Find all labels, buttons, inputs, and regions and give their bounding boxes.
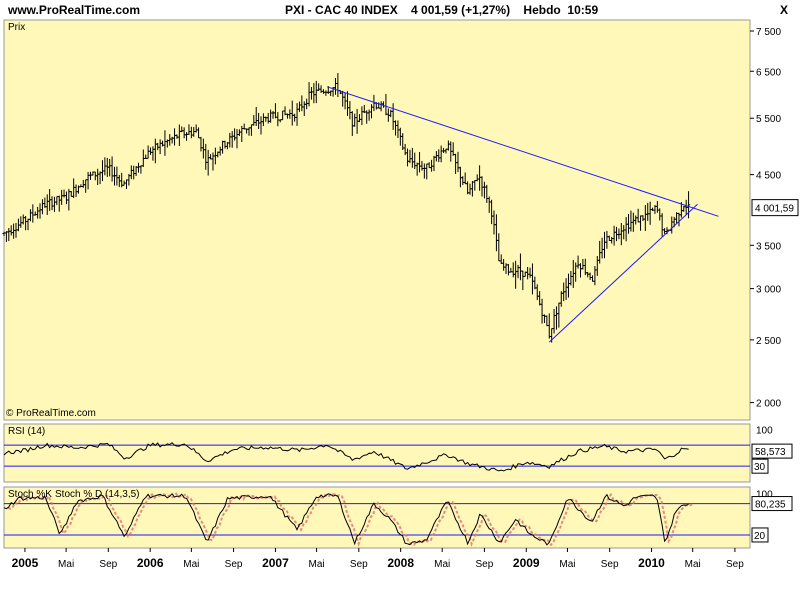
price-tick-label: 4 500 xyxy=(756,171,781,182)
last-price-box xyxy=(751,199,799,217)
close-icon[interactable]: X xyxy=(780,3,789,17)
rsi-band-label: 30 xyxy=(754,462,766,473)
resistance-trendline xyxy=(327,86,719,217)
x-axis-label: Sep xyxy=(99,559,117,570)
price-tick-label: 5 500 xyxy=(756,114,781,125)
rsi-tick-label: 100 xyxy=(756,425,773,436)
stoch-value-label: 80,235 xyxy=(755,500,786,511)
stoch-tick-label: 100 xyxy=(756,489,773,500)
stoch-value-box xyxy=(751,496,793,512)
watermark-text: © ProRealTime.com xyxy=(6,408,96,419)
x-axis-label: 2005 xyxy=(12,556,39,570)
x-axis-label: 2010 xyxy=(638,556,665,570)
x-axis-label: Sep xyxy=(350,559,368,570)
rsi-panel xyxy=(3,423,751,483)
price-tick-label: 7 500 xyxy=(756,27,781,38)
x-axis-label: Mai xyxy=(309,559,325,570)
x-axis-label: Mai xyxy=(685,559,701,570)
rsi-value-label: 58,573 xyxy=(755,447,786,458)
x-axis-label: Sep xyxy=(726,559,744,570)
x-axis-label: Sep xyxy=(476,559,494,570)
x-axis-label: Mai xyxy=(58,559,74,570)
price-tick-label: 6 500 xyxy=(756,67,781,78)
price-panel-label: Prix xyxy=(8,22,25,33)
rsi-line xyxy=(3,442,689,472)
rsi-band-box xyxy=(751,458,769,474)
stoch-band-label: 20 xyxy=(754,531,766,542)
x-axis-label: Mai xyxy=(559,559,575,570)
x-axis-label: 2009 xyxy=(513,556,540,570)
last-price-label: 4 001,59 xyxy=(755,204,794,215)
support-trendline xyxy=(548,203,698,343)
x-axis-label: Mai xyxy=(183,559,199,570)
price-tick-label: 2 500 xyxy=(756,336,781,347)
x-axis-label: Sep xyxy=(225,559,243,570)
x-axis-label: 2007 xyxy=(262,556,289,570)
site-url[interactable]: www.ProRealTime.com xyxy=(8,3,141,17)
x-axis-label: Mai xyxy=(434,559,450,570)
title-bar: www.ProRealTime.com PXI - CAC 40 INDEX 4… xyxy=(0,0,800,20)
price-bars xyxy=(2,73,691,343)
x-axis-label: Sep xyxy=(601,559,619,570)
stoch-panel xyxy=(3,486,751,549)
stoch-legend-label: Stoch % D (14,3,5) xyxy=(55,489,139,500)
rsi-panel-label: RSI (14) xyxy=(8,426,45,437)
stoch-band-box xyxy=(751,527,769,543)
x-axis-label: 2006 xyxy=(137,556,164,570)
x-axis-label: 2008 xyxy=(387,556,414,570)
stoch-signal-line xyxy=(7,492,693,548)
rsi-value-box xyxy=(751,443,793,459)
price-tick-label: 3 500 xyxy=(756,241,781,252)
stoch-k-line xyxy=(3,493,689,546)
chart-title: PXI - CAC 40 INDEX 4 001,59 (+1,27%) Heb… xyxy=(285,3,599,17)
price-tick-label: 3 000 xyxy=(756,285,781,296)
stoch-panel-label: Stoch %K xyxy=(8,489,52,500)
price-tick-label: 2 000 xyxy=(756,399,781,410)
